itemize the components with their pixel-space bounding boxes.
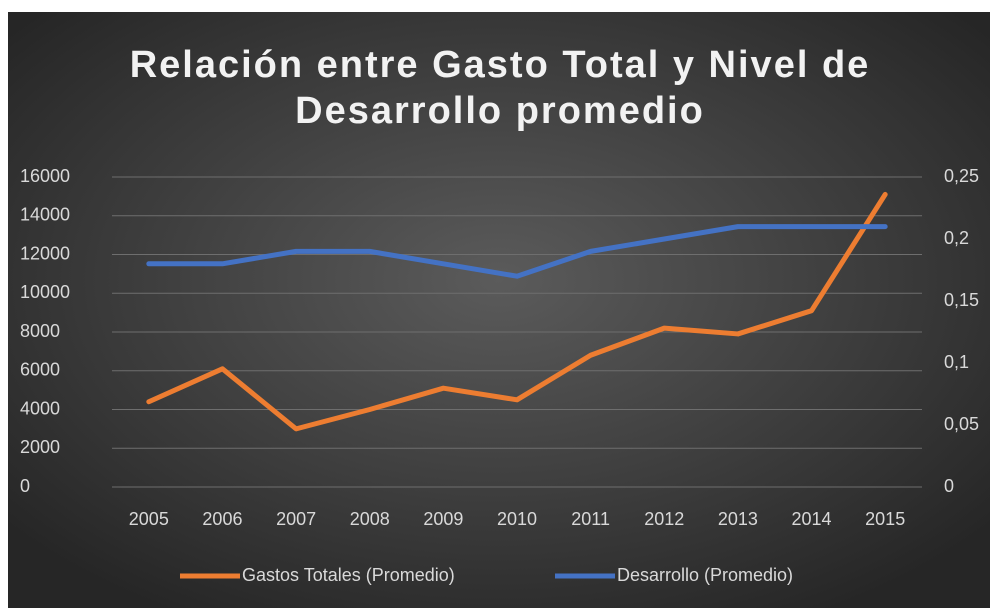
x-tick-label: 2008	[350, 509, 390, 529]
y2-tick-label: 0,2	[944, 228, 969, 248]
chart-title: Relación entre Gasto Total y Nivel de De…	[129, 44, 871, 132]
x-tick-label: 2006	[202, 509, 242, 529]
series-line	[146, 191, 888, 432]
y2-tick-label: 0,05	[944, 414, 979, 434]
legend-label: Desarrollo (Promedio)	[617, 565, 793, 585]
y2-tick-label: 0	[944, 476, 954, 496]
y-tick-label: 0	[20, 476, 30, 496]
x-tick-label: 2013	[718, 509, 758, 529]
y-tick-label: 10000	[20, 282, 70, 302]
x-tick-label: 2007	[276, 509, 316, 529]
x-tick-label: 2009	[423, 509, 463, 529]
y-tick-label: 6000	[20, 360, 60, 380]
y2-tick-label: 0,25	[944, 166, 979, 186]
y-tick-label: 12000	[20, 243, 70, 263]
series-line	[146, 224, 888, 279]
x-tick-label: 2011	[571, 509, 610, 529]
y-tick-label: 8000	[20, 321, 60, 341]
x-tick-label: 2010	[497, 509, 537, 529]
x-tick-label: 2012	[644, 509, 684, 529]
chart-background	[8, 12, 990, 608]
x-tick-label: 2005	[129, 509, 169, 529]
y2-tick-label: 0,1	[944, 352, 969, 372]
y2-tick-label: 0,15	[944, 290, 979, 310]
x-tick-label: 2014	[792, 509, 832, 529]
y-tick-label: 2000	[20, 437, 60, 457]
y-tick-label: 14000	[20, 205, 70, 225]
legend-label: Gastos Totales (Promedio)	[242, 565, 455, 585]
y-tick-label: 4000	[20, 398, 60, 418]
y-tick-label: 16000	[20, 166, 70, 186]
x-tick-label: 2015	[865, 509, 905, 529]
